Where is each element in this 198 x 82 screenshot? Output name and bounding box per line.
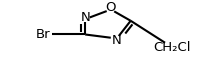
Text: CH₂Cl: CH₂Cl — [153, 41, 191, 54]
Text: N: N — [112, 34, 122, 47]
Text: O: O — [106, 1, 116, 14]
Text: Br: Br — [36, 28, 51, 41]
Text: N: N — [80, 11, 90, 24]
